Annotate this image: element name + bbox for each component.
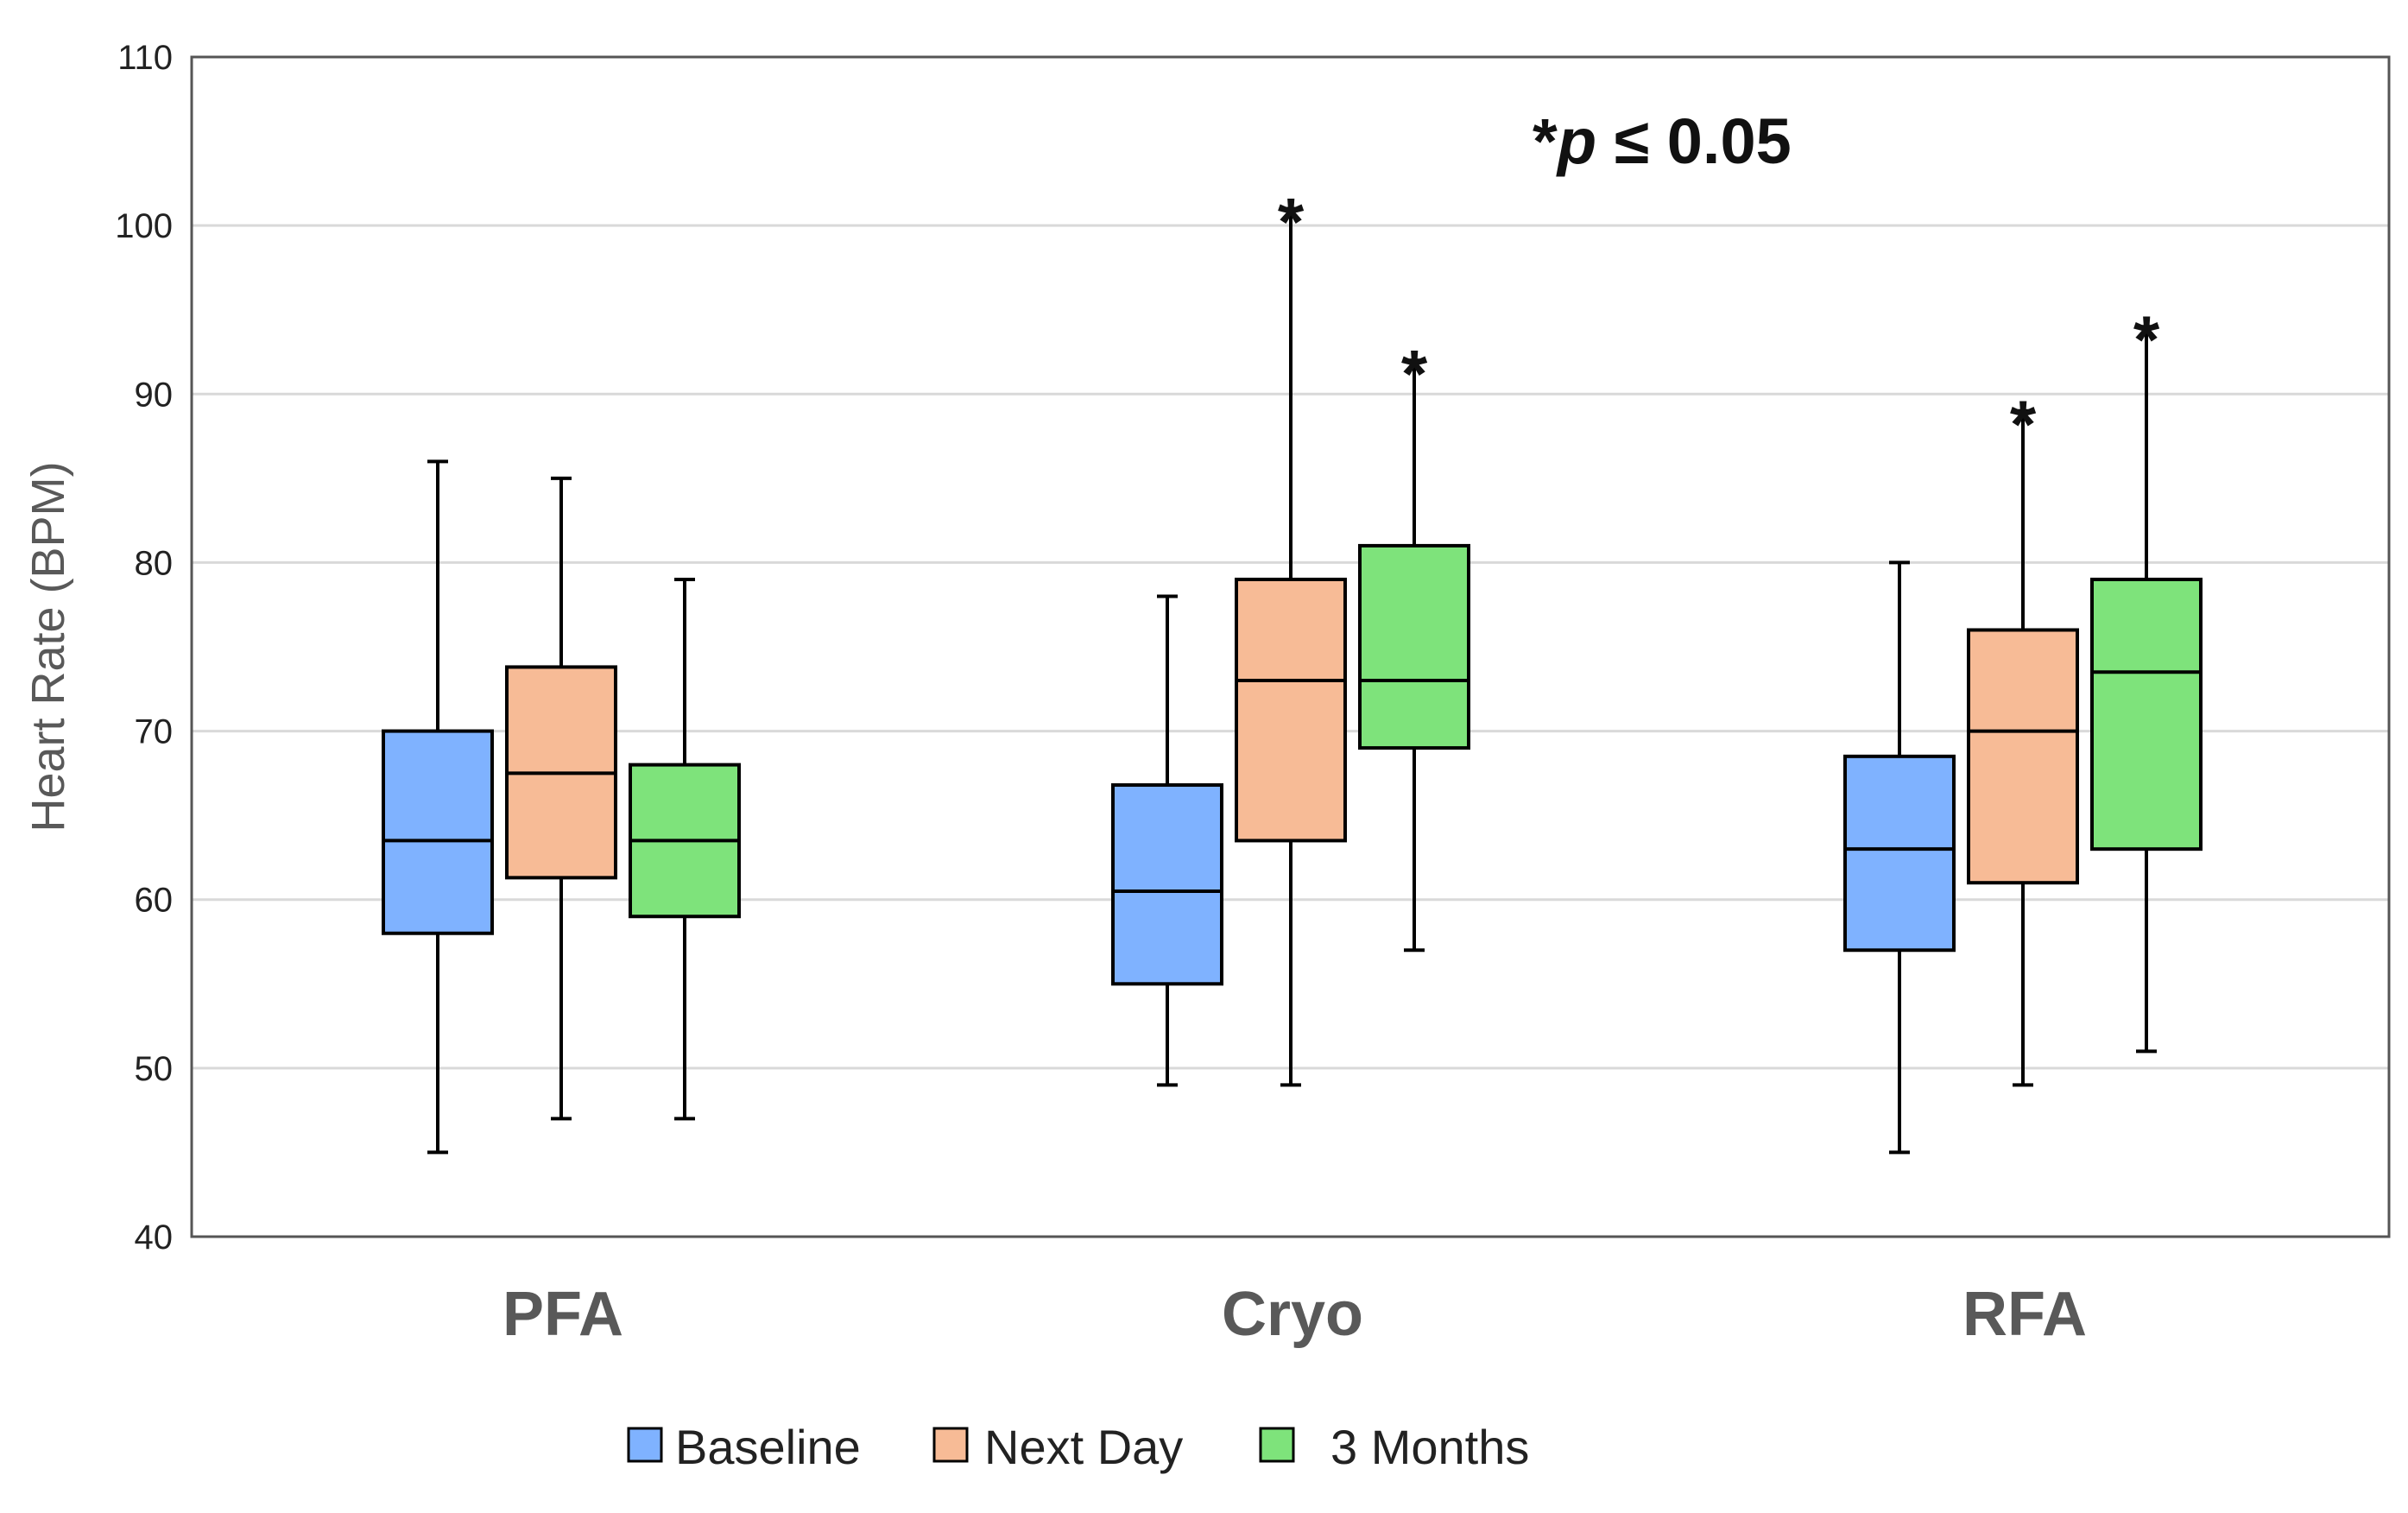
legend-label: 3 Months xyxy=(1330,1420,1529,1474)
box-iqr xyxy=(1235,577,1347,843)
box-iqr xyxy=(1111,783,1223,986)
box-iqr xyxy=(1358,543,1470,750)
box-series: * * * * xyxy=(382,184,2203,1155)
significance-star: * xyxy=(1401,335,1428,411)
y-tick-90: 90 xyxy=(135,376,174,414)
annotation-prefix: * xyxy=(1533,105,1558,177)
box-iqr xyxy=(2090,577,2203,851)
annotation-suffix: ≤ 0.05 xyxy=(1596,105,1792,177)
legend-item-next-day: Next Day xyxy=(932,1420,1183,1474)
legend-label: Baseline xyxy=(675,1420,861,1474)
box-rfa-next-day: * xyxy=(1967,386,2079,1087)
box-iqr xyxy=(1967,628,2079,885)
box-iqr xyxy=(382,729,494,935)
y-axis-label: Heart Rate (BPM) xyxy=(22,461,74,832)
category-label-cryo: Cryo xyxy=(1222,1280,1363,1349)
plot-frame xyxy=(190,55,2391,1238)
y-tick-110: 110 xyxy=(117,39,173,77)
box-cryo-3-months: * xyxy=(1358,335,1470,953)
box-pfa-baseline xyxy=(382,459,494,1155)
legend-label: Next Day xyxy=(984,1420,1183,1474)
category-label-rfa: RFA xyxy=(1962,1280,2087,1349)
significance-star: * xyxy=(2010,386,2037,462)
y-axis-ticks: 40 50 60 70 80 90 100 110 xyxy=(115,39,173,1257)
box-pfa-3-months xyxy=(629,577,741,1121)
box-pfa-next-day xyxy=(505,476,617,1121)
legend-swatch xyxy=(932,1427,969,1463)
box-rfa-3-months: * xyxy=(2090,301,2203,1054)
annotation-p: p xyxy=(1556,105,1596,177)
y-tick-100: 100 xyxy=(115,207,173,245)
legend-swatch xyxy=(627,1427,663,1463)
category-label-pfa: PFA xyxy=(502,1280,623,1349)
significance-annotation: *p ≤ 0.05 xyxy=(1533,105,1792,177)
box-rfa-baseline xyxy=(1843,560,1956,1155)
box-cryo-baseline xyxy=(1111,594,1223,1087)
legend-swatch xyxy=(1259,1427,1295,1463)
x-axis-categories: PFA Cryo RFA xyxy=(502,1280,2087,1349)
box-iqr xyxy=(1843,754,1956,953)
y-tick-40: 40 xyxy=(135,1219,174,1257)
significance-star: * xyxy=(1278,184,1305,260)
legend-item-3-months: 3 Months xyxy=(1259,1420,1529,1474)
significance-star: * xyxy=(2133,301,2160,377)
y-tick-60: 60 xyxy=(135,882,174,920)
y-tick-80: 80 xyxy=(135,544,174,582)
y-tick-70: 70 xyxy=(135,713,174,751)
legend: Baseline Next Day 3 Months xyxy=(627,1420,1529,1474)
y-tick-50: 50 xyxy=(135,1050,174,1088)
legend-item-baseline: Baseline xyxy=(627,1420,861,1474)
box-cryo-next-day: * xyxy=(1235,184,1347,1087)
